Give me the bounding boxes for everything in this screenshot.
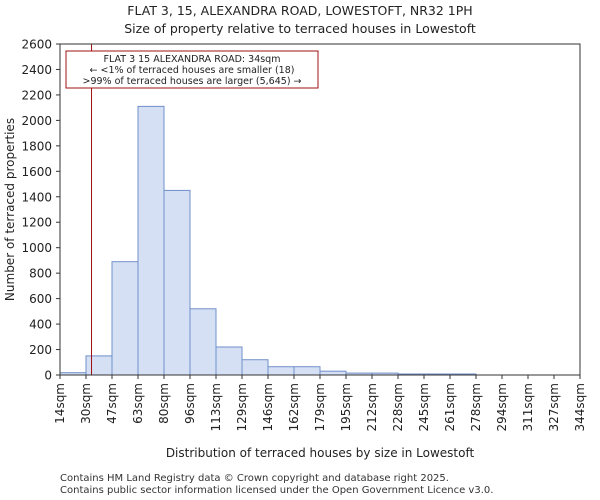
x-tick-label: 80sqm xyxy=(157,383,171,424)
y-tick-label: 1400 xyxy=(21,190,52,204)
y-tick-label: 600 xyxy=(29,292,52,306)
footer-licence: Contains public sector information licen… xyxy=(60,485,494,496)
y-tick-label: 0 xyxy=(44,369,52,383)
x-tick-label: 212sqm xyxy=(365,383,379,431)
y-tick-label: 400 xyxy=(29,318,52,332)
chart-title: FLAT 3, 15, ALEXANDRA ROAD, LOWESTOFT, N… xyxy=(127,3,473,18)
bar-129sqm xyxy=(241,359,269,376)
x-tick-label: 311sqm xyxy=(521,383,535,431)
y-tick-label: 2000 xyxy=(21,114,52,128)
x-tick-label: 162sqm xyxy=(287,383,301,431)
bar-113sqm xyxy=(215,346,243,376)
bars-group xyxy=(59,105,477,376)
y-axis-ticks: 0 200 400 600 800 1000 1200 1400 1600 1800 2000 220… xyxy=(21,38,60,383)
x-tick-label: 63sqm xyxy=(131,383,145,424)
chart-subtitle: Size of property relative to terraced ho… xyxy=(124,21,476,36)
annotation-border xyxy=(65,50,319,89)
plot-frame xyxy=(59,43,581,376)
annotation-line-3: >99% of terraced houses are larger (5,64… xyxy=(82,76,301,87)
x-tick-label: 96sqm xyxy=(183,383,197,424)
bar-80sqm xyxy=(163,189,191,376)
bar-30sqm xyxy=(85,355,113,376)
x-tick-label: 261sqm xyxy=(443,383,457,431)
x-tick-label: 327sqm xyxy=(547,383,561,431)
annotation-line-2: ← <1% of terraced houses are smaller (18… xyxy=(90,65,295,76)
x-tick-label: 113sqm xyxy=(209,383,223,431)
y-tick-label: 2400 xyxy=(21,63,52,77)
x-tick-label: 129sqm xyxy=(235,383,249,431)
bar-96sqm xyxy=(189,308,217,376)
y-tick-label: 1600 xyxy=(21,165,52,179)
bar-146sqm xyxy=(267,366,295,376)
y-tick-label: 2200 xyxy=(21,88,52,102)
x-tick-label: 344sqm xyxy=(573,383,587,431)
x-tick-label: 30sqm xyxy=(79,383,93,424)
y-tick-label: 2600 xyxy=(21,38,52,52)
x-tick-label: 47sqm xyxy=(105,383,119,424)
y-tick-label: 1800 xyxy=(21,139,52,153)
x-tick-label: 278sqm xyxy=(469,383,483,431)
x-tick-label: 294sqm xyxy=(495,383,509,431)
x-axis-label: Distribution of terraced houses by size … xyxy=(166,446,475,460)
y-tick-label: 1000 xyxy=(21,241,52,255)
x-tick-label: 228sqm xyxy=(391,383,405,431)
bar-63sqm xyxy=(137,105,165,376)
y-tick-label: 200 xyxy=(29,343,52,357)
y-axis-label: Number of terraced properties xyxy=(3,118,17,301)
y-tick-label: 1200 xyxy=(21,216,52,230)
bar-179sqm xyxy=(319,370,347,376)
bar-47sqm xyxy=(111,261,139,376)
x-axis-ticks: 14sqm 30sqm 47sqm 63sqm 80sqm 96sqm 113sqm 129s… xyxy=(53,375,587,431)
x-tick-label: 245sqm xyxy=(417,383,431,431)
bar-162sqm xyxy=(293,366,321,376)
annotation-line-1: FLAT 3 15 ALEXANDRA ROAD: 34sqm xyxy=(104,54,281,65)
x-tick-label: 179sqm xyxy=(313,383,327,431)
y-tick-label: 800 xyxy=(29,267,52,281)
x-tick-label: 195sqm xyxy=(339,383,353,431)
x-tick-label: 146sqm xyxy=(261,383,275,431)
x-tick-label: 14sqm xyxy=(53,383,67,424)
footer-copyright: Contains HM Land Registry data © Crown c… xyxy=(60,473,449,484)
annotation-box: FLAT 3 15 ALEXANDRA ROAD: 34sqm ← <1% of… xyxy=(65,50,319,89)
